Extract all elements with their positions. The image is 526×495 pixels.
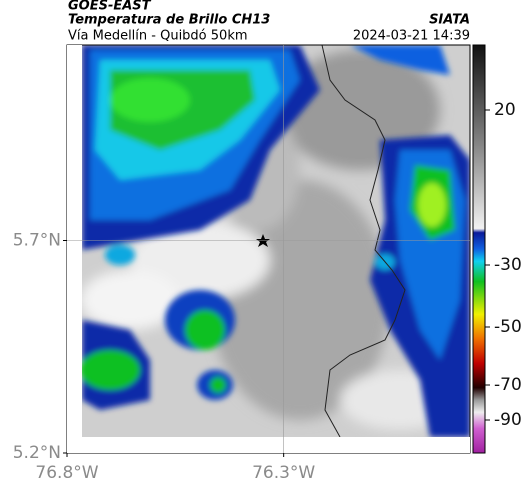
colorbar-label: -50 [494, 317, 522, 337]
map-margin [67, 45, 82, 453]
title: Temperatura de Brillo CH13 [68, 13, 270, 28]
source: GOES-EAST [68, 0, 152, 14]
colorbar [472, 44, 486, 454]
agency: SIATA [429, 13, 470, 28]
colorbar-label: 20 [494, 100, 516, 120]
satellite-image [82, 45, 470, 437]
y-tick-label: 5.7°N [13, 231, 61, 251]
datetime: 2024-03-21 14:39 [353, 29, 470, 44]
colorbar-label: -30 [494, 255, 522, 275]
x-tick-label: 76.3°W [252, 463, 315, 483]
y-tick-label: 5.2°N [13, 443, 61, 463]
map-margin [67, 437, 470, 453]
x-tick-label: 76.8°W [35, 463, 98, 483]
subtitle: Vía Medellín - Quibdó 50km [68, 29, 248, 44]
colorbar-label: -90 [494, 410, 522, 430]
colorbar-label: -70 [494, 375, 522, 395]
